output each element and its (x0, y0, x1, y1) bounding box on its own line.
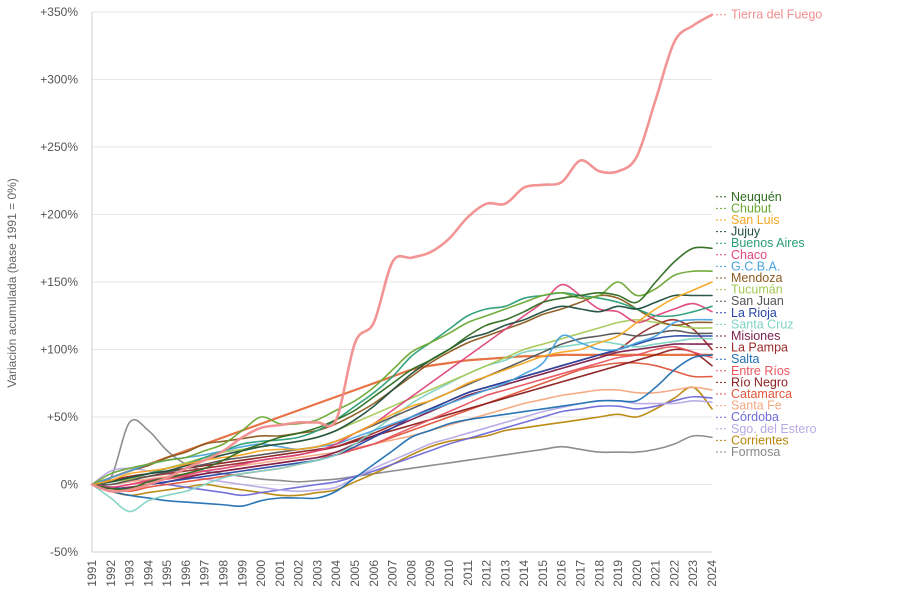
x-tick-label: 2014 (517, 560, 531, 587)
x-tick-label: 2006 (367, 560, 381, 587)
series-label: Sgo. del Estero (731, 422, 817, 436)
y-tick-label: 0% (61, 478, 79, 492)
x-tick-label: 1998 (217, 560, 231, 587)
series-line (91, 294, 713, 486)
x-tick-label: 2013 (498, 560, 512, 587)
series-label: Buenos Aires (731, 236, 805, 250)
y-tick-label: +250% (40, 140, 78, 154)
x-tick-label: 2008 (404, 560, 418, 587)
series-line (91, 395, 713, 497)
series-line (91, 329, 713, 486)
series-line (91, 418, 713, 486)
x-tick-label: 2001 (273, 560, 287, 587)
series-label: Córdoba (731, 410, 779, 424)
x-tick-label: 2005 (348, 560, 362, 587)
x-tick-label: 1993 (123, 560, 137, 587)
x-tick-label: 1999 (235, 560, 249, 587)
x-tick-label: 2012 (480, 560, 494, 587)
series-line (91, 386, 713, 497)
x-tick-label: 2016 (555, 560, 569, 587)
series-line (91, 335, 713, 490)
x-tick-label: 2010 (442, 560, 456, 587)
series-label: Salta (731, 352, 760, 366)
x-tick-label: 2022 (667, 560, 681, 587)
y-tick-label: +350% (40, 5, 78, 19)
gridlines (91, 11, 712, 553)
y-tick-label: +200% (40, 208, 78, 222)
series-label: Chubut (731, 201, 772, 215)
series-line (90, 13, 714, 493)
series-label: Santa Fe (731, 399, 782, 413)
series-label: Santa Cruz (731, 317, 794, 331)
series-label: Chaco (731, 248, 767, 262)
series-line (91, 283, 713, 488)
series-lines (90, 13, 714, 513)
series-label: Corrientes (731, 433, 789, 447)
series-label: La Rioja (731, 306, 777, 320)
x-tick-label: 2024 (705, 560, 719, 587)
series-line (91, 281, 713, 486)
series-line (91, 292, 713, 486)
x-tick-label: 2019 (611, 560, 625, 587)
x-tick-label: 2020 (630, 560, 644, 587)
series-label: San Luis (731, 213, 780, 227)
series-line (91, 270, 713, 486)
x-tick-label: 1994 (141, 560, 155, 587)
x-tick-label: 1991 (85, 560, 99, 587)
x-tick-label: 1996 (179, 560, 193, 587)
series-line (91, 343, 713, 490)
series-label: Jujuy (731, 225, 761, 239)
series-label: Catamarca (731, 387, 792, 401)
x-axis: 1991 1992 1993 1994 1995 1996 1997 1998 1999 2000… (85, 560, 719, 587)
x-tick-label: 1997 (198, 560, 212, 587)
x-tick-label: 2021 (649, 560, 663, 587)
series-label: G.C.B.A. (731, 259, 780, 273)
y-axis: -50% 0% +50% +100% +150% +200% +250% +300% +350% (40, 5, 78, 559)
y-tick-label: +300% (40, 73, 78, 87)
x-tick-label: 2009 (423, 560, 437, 587)
x-tick-label: 2018 (592, 560, 606, 587)
x-tick-label: 1995 (160, 560, 174, 587)
x-tick-label: 2003 (310, 560, 324, 587)
series-label: La Pampa (731, 341, 788, 355)
x-tick-label: 2023 (686, 560, 700, 587)
x-tick-label: 2017 (573, 560, 587, 587)
series-label: Formosa (731, 445, 780, 459)
series-label: Neuquén (731, 190, 782, 204)
series-label: Misiones (731, 329, 780, 343)
series-label: Tucumán (731, 283, 783, 297)
y-tick-label: +50% (47, 410, 78, 424)
series-line (91, 246, 713, 491)
x-tick-label: 2002 (292, 560, 306, 587)
series-line (91, 361, 713, 493)
y-tick-label: +100% (40, 343, 78, 357)
series-label: Río Negro (731, 375, 788, 389)
series-label: San Juan (731, 294, 784, 308)
x-tick-label: 1992 (104, 560, 118, 587)
y-tick-label: +150% (40, 275, 78, 289)
y-axis-label: Variación acumulada (base 1991 = 0%) (5, 178, 19, 388)
series-label: Entre Ríos (731, 364, 790, 378)
x-tick-label: 2000 (254, 560, 268, 587)
series-label: Tierra del Fuego (731, 8, 822, 22)
y-tick-label: -50% (50, 545, 78, 559)
series-line (91, 337, 713, 513)
x-tick-label: 2011 (461, 560, 475, 586)
series-line (91, 318, 713, 486)
x-tick-label: 2004 (329, 560, 343, 587)
series-line (91, 354, 713, 508)
x-tick-label: 2007 (386, 560, 400, 587)
series-label: Mendoza (731, 271, 782, 285)
x-tick-label: 2015 (536, 560, 550, 587)
